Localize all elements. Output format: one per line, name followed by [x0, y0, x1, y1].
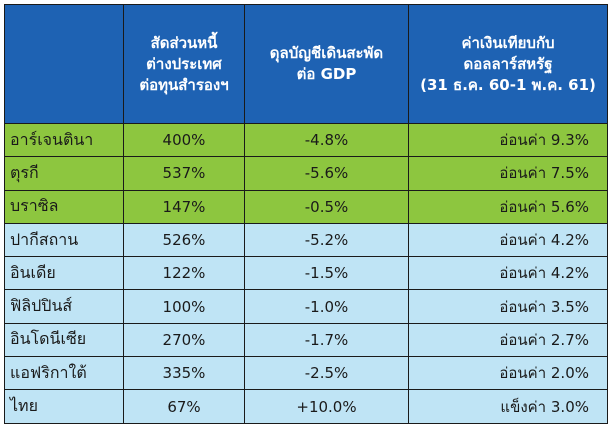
table-row: อินโดนีเซีย 270% -1.7% อ่อนค่า 2.7%: [4, 322, 608, 358]
table-row: ปากีสถาน 526% -5.2% อ่อนค่า 4.2%: [4, 222, 608, 258]
debt-ratio-cell: 526%: [123, 222, 245, 258]
header-fx-change-line-2: ดอลลาร์สหรัฐ: [463, 54, 553, 73]
fx-change-cell: อ่อนค่า 2.7%: [408, 322, 608, 358]
header-fx-change: ค่าเงินเทียบกับ ดอลลาร์สหรัฐ (31 ธ.ค. 60…: [408, 4, 608, 124]
table-body: อาร์เจนตินา 400% -4.8% อ่อนค่า 9.3% ตุรกี 537…: [4, 122, 608, 424]
country-cell: ปากีสถาน: [4, 222, 124, 258]
debt-ratio-cell: 537%: [123, 156, 245, 191]
country-cell: อินเดีย: [4, 256, 124, 291]
debt-ratio-cell: 67%: [123, 389, 245, 424]
header-debt-ratio: สัดส่วนหนี้ ต่างประเทศ ต่อทุนสำรองฯ: [123, 4, 245, 124]
country-cell: อินโดนีเซีย: [4, 322, 124, 358]
current-account-cell: -5.6%: [244, 156, 409, 191]
table-row: ตุรกี 537% -5.6% อ่อนค่า 7.5%: [4, 156, 608, 191]
current-account-cell: +10.0%: [244, 389, 409, 424]
table-row: แอฟริกาใต้ 335% -2.5% อ่อนค่า 2.0%: [4, 356, 608, 391]
country-cell: ฟิลิปปินส์: [4, 289, 124, 324]
table-row: บราซิล 147% -0.5% อ่อนค่า 5.6%: [4, 189, 608, 224]
fx-change-cell: อ่อนค่า 4.2%: [408, 222, 608, 258]
fx-change-cell: อ่อนค่า 7.5%: [408, 156, 608, 191]
current-account-cell: -2.5%: [244, 356, 409, 391]
table-row: อาร์เจนตินา 400% -4.8% อ่อนค่า 9.3%: [4, 122, 608, 158]
debt-ratio-cell: 335%: [123, 356, 245, 391]
header-fx-change-line-3: (31 ธ.ค. 60-1 พ.ค. 61): [420, 75, 596, 94]
comparison-table: สัดส่วนหนี้ ต่างประเทศ ต่อทุนสำรองฯ ดุลบ…: [4, 4, 608, 424]
current-account-cell: -0.5%: [244, 189, 409, 224]
table-row: ไทย 67% +10.0% แข็งค่า 3.0%: [4, 389, 608, 424]
table-header: สัดส่วนหนี้ ต่างประเทศ ต่อทุนสำรองฯ ดุลบ…: [4, 4, 608, 124]
header-current-account: ดุลบัญชีเดินสะพัด ต่อ GDP: [244, 4, 409, 124]
debt-ratio-cell: 400%: [123, 122, 245, 158]
header-current-account-line-2: ต่อ GDP: [296, 65, 357, 83]
fx-change-cell: อ่อนค่า 3.5%: [408, 289, 608, 324]
current-account-cell: -1.7%: [244, 322, 409, 358]
table-row: ฟิลิปปินส์ 100% -1.0% อ่อนค่า 3.5%: [4, 289, 608, 324]
current-account-cell: -1.0%: [244, 289, 409, 324]
debt-ratio-cell: 147%: [123, 189, 245, 224]
header-debt-ratio-line-2: ต่างประเทศ: [146, 54, 222, 73]
debt-ratio-cell: 122%: [123, 256, 245, 291]
header-fx-change-line-1: ค่าเงินเทียบกับ: [461, 33, 555, 52]
table-row: อินเดีย 122% -1.5% อ่อนค่า 4.2%: [4, 256, 608, 291]
header-country: [4, 4, 124, 124]
fx-change-cell: อ่อนค่า 4.2%: [408, 256, 608, 291]
fx-change-cell: อ่อนค่า 2.0%: [408, 356, 608, 391]
debt-ratio-cell: 100%: [123, 289, 245, 324]
country-cell: แอฟริกาใต้: [4, 356, 124, 391]
header-debt-ratio-line-3: ต่อทุนสำรองฯ: [139, 75, 229, 94]
debt-ratio-cell: 270%: [123, 322, 245, 358]
current-account-cell: -1.5%: [244, 256, 409, 291]
country-cell: บราซิล: [4, 189, 124, 224]
fx-change-cell: แข็งค่า 3.0%: [408, 389, 608, 424]
comparison-table-container: สัดส่วนหนี้ ต่างประเทศ ต่อทุนสำรองฯ ดุลบ…: [4, 4, 608, 424]
country-cell: ไทย: [4, 389, 124, 424]
header-row: สัดส่วนหนี้ ต่างประเทศ ต่อทุนสำรองฯ ดุลบ…: [4, 4, 608, 124]
fx-change-cell: อ่อนค่า 9.3%: [408, 122, 608, 158]
header-debt-ratio-line-1: สัดส่วนหนี้: [150, 33, 218, 52]
fx-change-cell: อ่อนค่า 5.6%: [408, 189, 608, 224]
current-account-cell: -4.8%: [244, 122, 409, 158]
country-cell: ตุรกี: [4, 156, 124, 191]
header-current-account-line-1: ดุลบัญชีเดินสะพัด: [269, 44, 384, 62]
current-account-cell: -5.2%: [244, 222, 409, 258]
country-cell: อาร์เจนตินา: [4, 122, 124, 158]
